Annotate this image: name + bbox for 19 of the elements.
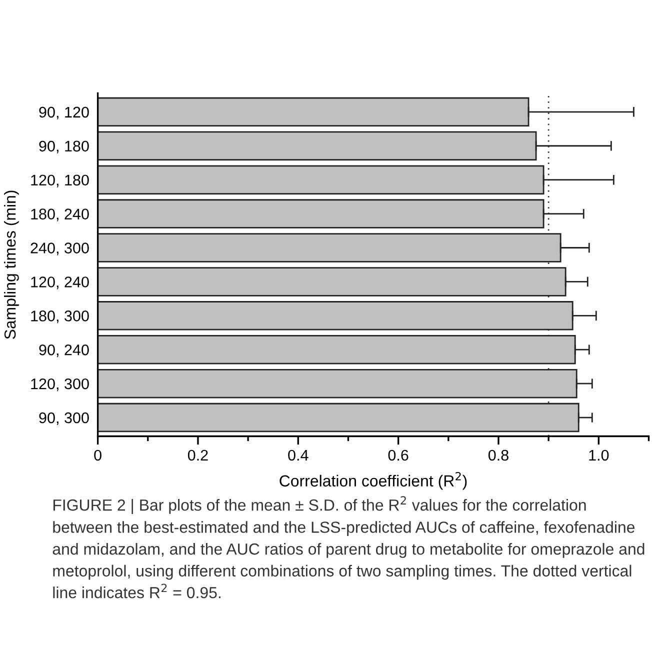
y-tick-label: 90, 300 bbox=[39, 412, 89, 426]
y-tick-label: 120, 180 bbox=[31, 174, 89, 188]
y-tick-label: 180, 300 bbox=[31, 310, 89, 324]
y-tick-label: 240, 300 bbox=[30, 242, 89, 256]
y-tick-label: 90, 240 bbox=[39, 344, 89, 358]
text: FIGURE 2 | Bar plots of the mean ± S.D. of the R$^{2}$ values for the correlation between the best-estimated and the LSS-predicted AUCs of caffeine, fexofenadine and midazolam, and the AUC ratios of parent drug to metabolite for omeprazole and metoprolol, using different combinations of two sampling times. The dotted vertical line indicates R$^{2}$ = 0.95. bbox=[52, 496, 644, 598]
x-tick-label: 0 bbox=[94, 450, 102, 461]
y-tick-label: 180, 240 bbox=[31, 208, 89, 222]
y-tick-label: 120, 300 bbox=[31, 378, 89, 392]
x-tick-label: 0.2 bbox=[188, 450, 208, 461]
y-tick-label: 90, 120 bbox=[39, 106, 89, 120]
x-tick-label: 0.8 bbox=[488, 450, 508, 461]
x-tick-label: 0.4 bbox=[288, 450, 308, 461]
x-tick-label: 0.6 bbox=[388, 450, 408, 461]
y-axis-title: Sampling times (min) bbox=[4, 190, 19, 340]
x-axis-title: Correlation coefficient (R$^{2}$) bbox=[280, 472, 467, 490]
y-tick-label: 120, 240 bbox=[31, 276, 89, 290]
x-tick-label: 1.0 bbox=[589, 450, 609, 461]
y-tick-label: 90, 180 bbox=[39, 140, 89, 154]
